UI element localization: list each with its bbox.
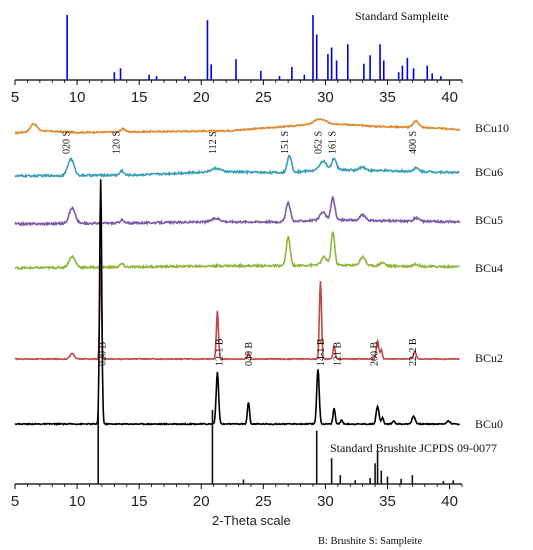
peak-annotation-121-b: 121 B: [332, 342, 343, 367]
peak-annotation-161-s: 161 S: [327, 131, 338, 154]
sampleite-peaks: [66, 15, 442, 80]
pattern-bcu10: [14, 118, 461, 135]
bottom-tick-label-35: 35: [379, 493, 396, 510]
pattern-bcu6: [14, 154, 461, 179]
peak-annotation-020-b: 020 B: [98, 342, 109, 367]
peak-annotation-052-s: 052 S: [314, 131, 325, 154]
peak-annotation-020-s: 020 S: [62, 131, 73, 154]
series-label-bcu10: BCu10: [475, 121, 509, 135]
bottom-tick-label-25: 25: [255, 493, 272, 510]
series-label-bcu5: BCu5: [475, 213, 503, 227]
series-label-bcu6: BCu6: [475, 165, 503, 179]
top-tick-label-20: 20: [193, 89, 210, 106]
top-axis-ticks: 5 10 15 20 25 30 35 40: [11, 80, 463, 106]
bottom-tick-label-30: 30: [317, 493, 334, 510]
pattern-bcu5: [14, 195, 461, 227]
peak-annotation-112-s: 112 S: [208, 131, 219, 154]
brushite-peaks: [97, 410, 455, 484]
peak-annotation-120-s: 120 S: [111, 131, 122, 154]
sampleite-reference-panel: 5 10 15 20 25 30 35 40 Standard Sampleite: [11, 9, 463, 106]
peak-annotation-200-b: 200 B: [370, 342, 381, 367]
legend-note: B: Brushite S: Sampleite: [318, 536, 422, 547]
bottom-tick-label-15: 15: [131, 493, 148, 510]
pattern-bcu4: [14, 231, 460, 271]
peak-annotation-400-s: 400 S: [408, 131, 419, 154]
bottom-tick-label-5: 5: [11, 493, 19, 510]
x-axis-title: 2-Theta scale: [212, 513, 291, 528]
peak-annotation-151-s: 151 S: [280, 131, 291, 154]
sample-patterns: BCu10 BCu6 020 S 120 S 112 S 151 S 052 S 161 S 4…: [14, 118, 509, 431]
top-tick-label-40: 40: [441, 89, 458, 106]
pattern-bcu2: [14, 257, 460, 361]
series-label-bcu2: BCu2: [475, 351, 503, 365]
peak-annotation-040-b: 040 B: [244, 342, 255, 367]
brushite-reference-panel: 5 10 15 20 25 30 35 40 Standard Brushite JCPDS …: [11, 410, 497, 547]
peak-annotation-22-2-b: 22-2 B: [408, 338, 419, 366]
series-label-bcu0: BCu0: [475, 417, 503, 431]
top-tick-label-35: 35: [379, 89, 396, 106]
peak-annotation-14-1-b: 14-1 B: [316, 338, 327, 366]
pattern-bcu0: [14, 179, 461, 426]
brushite-reference-label: Standard Brushite JCPDS 09-0077: [330, 441, 497, 455]
bottom-tick-label-10: 10: [69, 493, 86, 510]
top-tick-label-15: 15: [131, 89, 148, 106]
top-tick-label-25: 25: [255, 89, 272, 106]
peak-annotation-12-1-b: 12-1 B: [214, 338, 225, 366]
bottom-tick-label-20: 20: [193, 493, 210, 510]
series-label-bcu4: BCu4: [475, 261, 503, 275]
sampleite-reference-label: Standard Sampleite: [355, 9, 449, 23]
bottom-axis-ticks: 5 10 15 20 25 30 35 40: [11, 484, 463, 510]
top-tick-label-5: 5: [11, 89, 19, 106]
top-tick-label-10: 10: [69, 89, 86, 106]
bottom-tick-label-40: 40: [441, 493, 458, 510]
top-tick-label-30: 30: [317, 89, 334, 106]
